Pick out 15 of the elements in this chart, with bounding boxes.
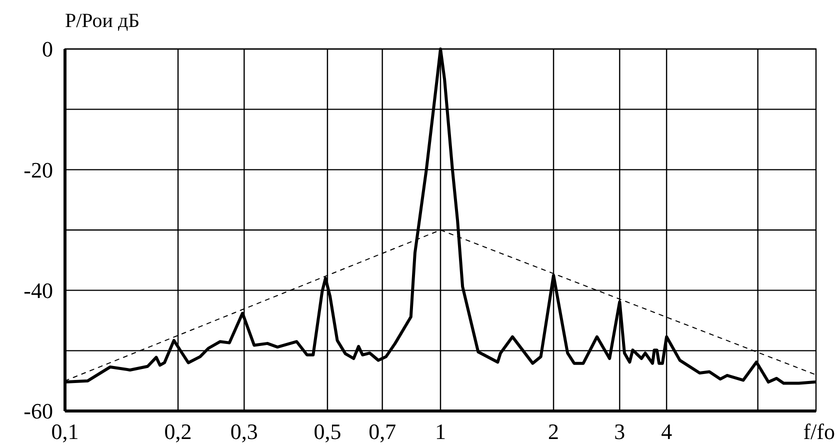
x-tick-label: 3 [614,419,626,444]
y-tick-label: 0 [42,36,53,62]
y-tick-label: -60 [24,398,53,424]
x-tick-label: 4 [661,419,672,444]
y-tick-label: -20 [24,157,53,182]
y-tick-label: -40 [24,278,53,304]
x-tick-label: 0,3 [230,419,258,444]
x-tick-label: 0,2 [164,419,192,444]
x-tick-label: 0,5 [314,419,342,444]
x-tick-label: 1 [435,419,446,444]
y-axis-title: Р/Рои дБ [65,10,140,32]
x-tick-label: 0,7 [368,419,396,444]
x-axis-title: f/fo [803,419,835,444]
x-tick-label: 0,1 [51,419,79,444]
x-tick-label: 2 [548,419,560,444]
